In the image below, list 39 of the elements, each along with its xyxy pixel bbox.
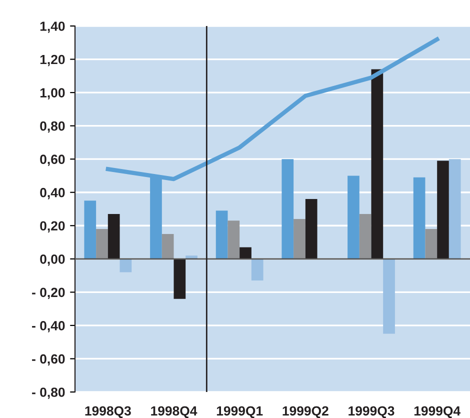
y-tick-label: - 0,40 — [32, 321, 65, 332]
bar — [120, 258, 132, 272]
bar — [371, 69, 384, 259]
bar — [228, 220, 240, 259]
y-tick-label: - 0,60 — [32, 354, 65, 366]
bar — [425, 228, 438, 259]
bar — [162, 234, 174, 259]
y-tick-label: 1,40 — [40, 22, 65, 33]
y-tick-label: 1,00 — [40, 88, 65, 100]
bar — [413, 177, 426, 259]
y-tick-label: - 0,80 — [32, 388, 65, 399]
bar — [282, 159, 294, 259]
y-tick-label: 0,00 — [40, 254, 65, 266]
y-tick-label: 0,80 — [40, 121, 65, 133]
bar — [108, 214, 120, 259]
x-tick-label: 1999Q4 — [414, 406, 460, 418]
y-tick-label: 0,20 — [40, 221, 65, 232]
x-tick-label: 1998Q4 — [151, 406, 198, 418]
bar — [383, 258, 395, 334]
bar — [251, 258, 264, 281]
bar — [240, 247, 252, 259]
bar — [84, 200, 96, 259]
bar — [174, 258, 186, 299]
bar — [359, 214, 372, 259]
bar — [216, 210, 228, 259]
bar — [348, 176, 360, 259]
y-tick-label: 1,20 — [40, 54, 65, 66]
y-tick-label: 0,40 — [40, 188, 65, 200]
bar — [294, 218, 306, 259]
bar — [448, 159, 461, 259]
y-tick-label: - 0,20 — [32, 288, 65, 300]
x-tick-label: 1998Q3 — [85, 406, 131, 418]
bar — [96, 228, 108, 259]
x-tick-label: 1999Q1 — [216, 406, 263, 418]
bar — [437, 160, 449, 259]
bar — [305, 199, 318, 259]
y-tick-label: 0,60 — [40, 154, 65, 166]
x-tick-label: 1999Q2 — [282, 406, 328, 418]
x-tick-label: 1999Q3 — [348, 406, 394, 418]
